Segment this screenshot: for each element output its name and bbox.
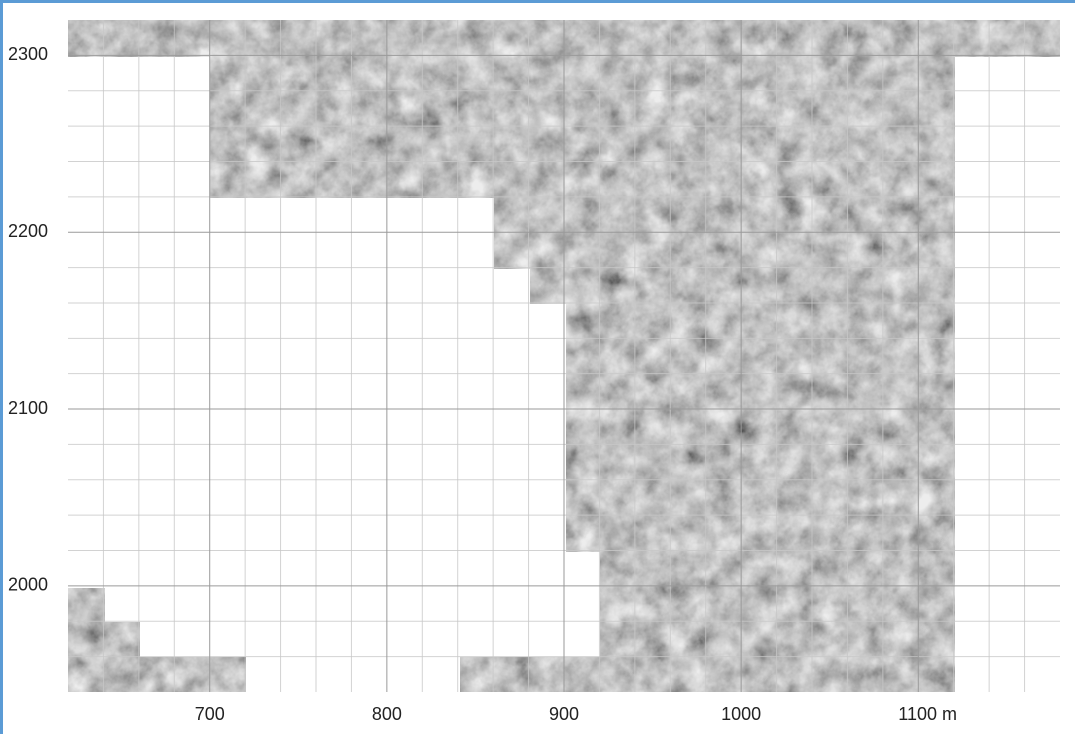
x-tick-label: 700 (195, 704, 225, 724)
blank-area (530, 304, 566, 657)
blank-area (955, 57, 1060, 692)
y-tick-label: 2100 (8, 398, 48, 418)
blank-area (566, 552, 600, 657)
blank-area (210, 198, 494, 657)
y-tick-label: 2000 (8, 575, 48, 595)
y-tick-label: 2300 (8, 44, 48, 64)
blank-area (140, 622, 210, 657)
x-tick-label: 800 (372, 704, 402, 724)
y-tick-label: 2200 (8, 221, 48, 241)
blank-area (494, 269, 530, 657)
frame-top (0, 0, 1075, 3)
map-view: 700 800 900 1000 1100 m 2000 2100 2200 2300 (0, 0, 1075, 734)
blank-area (246, 657, 460, 692)
x-tick-label: 1000 (721, 704, 761, 724)
blank-area (105, 588, 210, 622)
frame-left (0, 0, 3, 734)
x-tick-label: 900 (549, 704, 579, 724)
x-tick-label: 1100 m (898, 704, 957, 724)
